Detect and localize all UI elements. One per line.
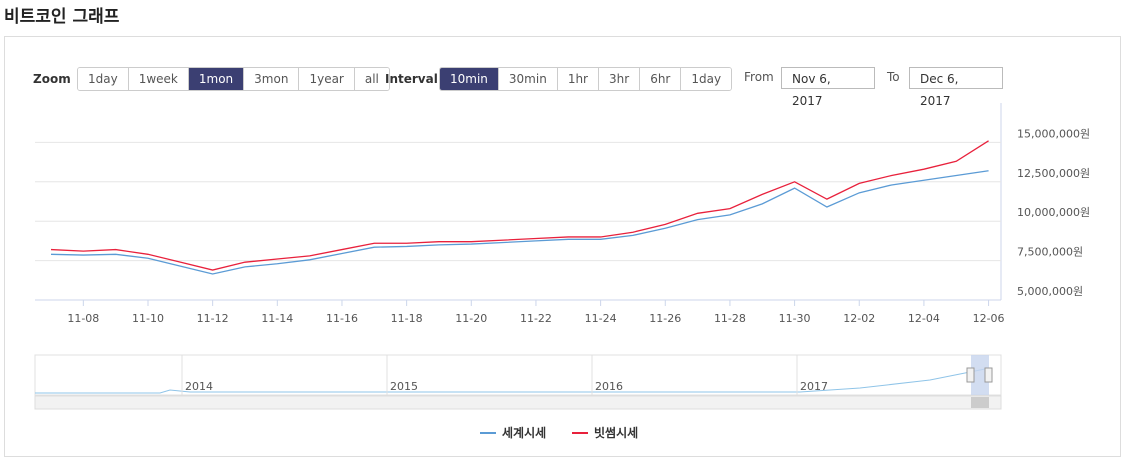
to-label: To bbox=[887, 70, 900, 84]
x-tick-label: 11-14 bbox=[261, 312, 293, 325]
x-tick-label: 11-16 bbox=[326, 312, 358, 325]
interval-button[interactable]: 1day bbox=[680, 68, 732, 90]
x-tick-label: 11-08 bbox=[67, 312, 99, 325]
x-tick-label: 11-22 bbox=[520, 312, 552, 325]
to-input[interactable]: Dec 6, 2017 bbox=[909, 67, 1003, 108]
scrollbar[interactable] bbox=[34, 395, 1002, 410]
page-title: 비트코인 그래프 bbox=[4, 7, 120, 27]
interval-button[interactable]: 1hr bbox=[556, 68, 598, 90]
y-tick-label: 10,000,000원 bbox=[1017, 206, 1090, 219]
interval-label: Interval bbox=[385, 72, 438, 86]
x-tick-label: 11-12 bbox=[197, 312, 229, 325]
x-tick-label: 11-28 bbox=[714, 312, 746, 325]
navigator-label: 2015 bbox=[390, 380, 418, 393]
interval-group: 10min 30min 1hr 3hr 6hr 1day bbox=[439, 67, 733, 91]
interval-button[interactable]: 10min bbox=[440, 68, 498, 90]
navigator-handle[interactable] bbox=[966, 367, 975, 383]
navigator-handle[interactable] bbox=[984, 367, 993, 383]
x-tick-label: 12-02 bbox=[843, 312, 875, 325]
x-tick-label: 11-24 bbox=[585, 312, 617, 325]
series-line bbox=[50, 170, 989, 275]
navigator-line bbox=[35, 367, 991, 394]
x-tick-label: 11-10 bbox=[132, 312, 164, 325]
zoom-button[interactable]: 1day bbox=[78, 68, 128, 90]
series-line bbox=[50, 140, 989, 271]
zoom-button[interactable]: 1week bbox=[127, 68, 188, 90]
zoom-label: Zoom bbox=[33, 72, 71, 86]
y-tick-label: 7,500,000원 bbox=[1017, 246, 1083, 259]
y-tick-label: 5,000,000원 bbox=[1017, 285, 1083, 298]
legend-label: 빗썸시세 bbox=[594, 425, 638, 440]
from-label: From bbox=[744, 70, 774, 84]
interval-button[interactable]: 6hr bbox=[639, 68, 681, 90]
scrollbar-thumb[interactable] bbox=[971, 397, 989, 408]
zoom-group: 1day 1week 1mon 3mon 1year all bbox=[77, 67, 390, 91]
navigator-label: 2016 bbox=[595, 380, 623, 393]
legend-label: 세계시세 bbox=[502, 425, 546, 440]
y-tick-label: 12,500,000원 bbox=[1017, 167, 1090, 180]
x-tick-label: 12-06 bbox=[973, 312, 1005, 325]
navigator-window[interactable] bbox=[971, 355, 989, 395]
panel bbox=[4, 36, 1121, 457]
navigator-label: 2014 bbox=[185, 380, 213, 393]
interval-button[interactable]: 3hr bbox=[598, 68, 640, 90]
x-tick-label: 11-20 bbox=[455, 312, 487, 325]
x-tick-label: 11-26 bbox=[649, 312, 681, 325]
navigator-label: 2017 bbox=[800, 380, 828, 393]
from-input[interactable]: Nov 6, 2017 bbox=[781, 67, 875, 108]
zoom-button[interactable]: 1year bbox=[298, 68, 354, 90]
zoom-button[interactable]: 3mon bbox=[243, 68, 299, 90]
y-tick-label: 15,000,000원 bbox=[1017, 127, 1090, 140]
interval-button[interactable]: 30min bbox=[497, 68, 557, 90]
zoom-button[interactable]: 1mon bbox=[187, 68, 244, 90]
x-tick-label: 11-18 bbox=[391, 312, 423, 325]
navigator bbox=[34, 354, 1002, 396]
x-tick-label: 12-04 bbox=[908, 312, 940, 325]
x-tick-label: 11-30 bbox=[779, 312, 811, 325]
zoom-button[interactable]: all bbox=[353, 68, 389, 90]
